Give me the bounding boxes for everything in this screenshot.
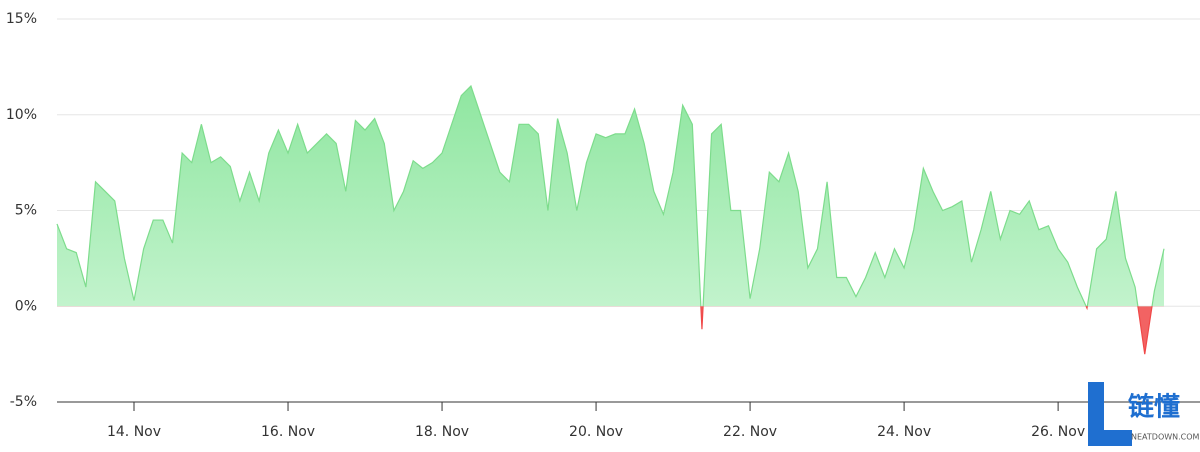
- x-tick-label: 14. Nov: [107, 424, 161, 440]
- watermark: 链懂 NEATDOWN.COM: [1088, 382, 1200, 446]
- x-tick-label: 16. Nov: [261, 424, 315, 440]
- y-tick-label: 10%: [6, 107, 37, 123]
- y-tick-label: 15%: [6, 11, 37, 27]
- y-tick-label: 5%: [15, 203, 37, 219]
- x-tick-label: 26. Nov: [1031, 424, 1085, 440]
- x-tick-label: 22. Nov: [723, 424, 777, 440]
- x-tick-label: 18. Nov: [415, 424, 469, 440]
- y-tick-label: 0%: [15, 298, 37, 314]
- watermark-subtitle: NEATDOWN.COM: [1131, 433, 1200, 442]
- x-tick-label: 24. Nov: [877, 424, 931, 440]
- line-positive: [56, 84, 1165, 307]
- watermark-logo: [1088, 382, 1132, 446]
- y-tick-label: -5%: [10, 394, 37, 410]
- x-tick-label: 20. Nov: [569, 424, 623, 440]
- watermark-title: 链懂: [1128, 392, 1180, 423]
- area-positive: [57, 86, 1164, 307]
